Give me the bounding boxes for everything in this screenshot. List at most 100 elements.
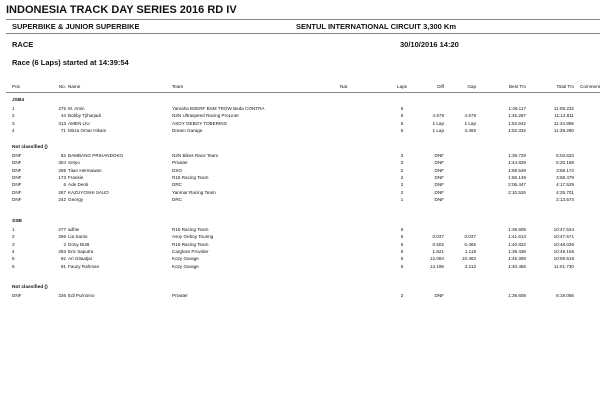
cell: 2: [12, 234, 15, 240]
cell: 4: [12, 248, 15, 254]
cell: 8:19.056: [556, 293, 574, 298]
event: SUPERBIKE & JUNIOR SUPERBIKE: [12, 22, 140, 31]
cell: 3: [12, 120, 15, 126]
cell: 4.465: [464, 127, 477, 133]
cell: 6: [400, 227, 404, 232]
cell: 10.463: [461, 256, 476, 262]
cell: 1:45.369: [508, 256, 526, 262]
cell: 0.465: [464, 241, 477, 247]
cell: 2:06.447: [508, 182, 526, 188]
cell: Privater: [172, 160, 188, 166]
cell: adhie: [68, 227, 80, 232]
cell: 92: [60, 256, 66, 262]
cell: Ade Deoti: [68, 182, 89, 188]
cell: 1: [12, 106, 15, 111]
cell: 3: [12, 241, 15, 247]
cell: N2N Bikes Race Team: [172, 153, 219, 158]
cell: 1: [400, 196, 404, 202]
cell: 11:39.280: [553, 127, 574, 133]
cell: 336: [58, 293, 66, 298]
cell: DNF: [434, 196, 444, 202]
cell: 1:40.822: [508, 241, 526, 247]
cell: 1:52.332: [508, 127, 526, 133]
cell: 1:39.905: [508, 227, 526, 232]
column-header: Name: [68, 84, 81, 89]
cell: DNF: [12, 174, 22, 180]
divider: [6, 92, 600, 93]
cell: DNF: [12, 160, 22, 166]
cell: 1:40.456: [508, 263, 526, 269]
cell: Lia Santo: [68, 234, 88, 240]
cell: DNF: [434, 160, 444, 166]
cell: 2: [400, 174, 404, 180]
cell: DNF: [434, 293, 444, 298]
cell: Cargloss Provider: [172, 248, 209, 254]
cell: N2N Ultraspeed Racing ProLiner: [172, 113, 239, 119]
cell: 5: [400, 127, 404, 133]
cell: 275: [58, 106, 66, 111]
cell: DNF: [12, 293, 22, 298]
cell: DRC: [172, 182, 182, 188]
cell: Bobby Tjiharjadi: [68, 113, 101, 119]
cell: R15 Racing Team: [172, 174, 209, 180]
cell: 2.112: [464, 263, 476, 269]
cell: 11:34.895: [553, 120, 574, 126]
cell: 4:25.701: [556, 189, 574, 195]
cell: Eric Saputra: [68, 248, 94, 254]
cell: DNF: [434, 182, 444, 188]
cell: 3:58.479: [556, 174, 574, 180]
cell: DNF: [12, 167, 22, 173]
cell: 1:39.438: [508, 248, 526, 254]
cell: Setyo: [68, 160, 80, 166]
cell: 285: [58, 167, 66, 173]
cell: 2: [400, 167, 404, 173]
cell: 173: [58, 174, 66, 180]
cell: 2: [400, 293, 404, 298]
cell: Frankie: [68, 174, 84, 180]
cell: DRC: [172, 196, 182, 202]
section-title: JSB4: [12, 98, 24, 103]
datetime: 30/10/2016 14:20: [400, 40, 459, 49]
cell: 2: [63, 241, 66, 247]
cell: 11:12.811: [554, 113, 574, 119]
cell: 14.196: [429, 263, 444, 269]
cell: 0.502: [432, 241, 445, 247]
cell: 0.037: [432, 234, 445, 240]
cell: 5: [400, 120, 404, 126]
cell: Kozy Garage: [172, 263, 199, 269]
cell: AMEN LIU: [68, 120, 90, 126]
cell: 1 Lap: [464, 120, 477, 126]
column-header: Laps: [397, 84, 407, 89]
cell: 3: [400, 160, 404, 166]
cell: 1 Lap: [432, 120, 445, 126]
cell: Titan Hermawan: [68, 167, 102, 173]
cell: 286: [58, 234, 66, 240]
session: RACE: [12, 40, 34, 49]
cell: 11:01.730: [553, 263, 574, 269]
cell: 1: [12, 227, 15, 232]
cell: 3:58.172: [556, 167, 574, 173]
cell: 2: [400, 182, 404, 188]
cell: 10:59.618: [553, 256, 574, 262]
cell: 5:20.168: [556, 160, 574, 166]
cell: 82: [60, 153, 66, 158]
cell: 2:10.526: [508, 189, 526, 195]
cell: Edi Purnomo: [68, 293, 95, 298]
section-title: SSB: [12, 219, 22, 224]
column-header: Gap: [467, 84, 476, 89]
cell: KAZUYOSHI SAUO: [68, 189, 109, 195]
cell: 4: [12, 127, 15, 133]
column-header: Comment: [580, 84, 600, 89]
column-header: No.: [58, 84, 66, 89]
cell: 4.579: [432, 113, 445, 119]
column-header: Nat: [340, 84, 348, 89]
cell: 10:47.571: [553, 234, 574, 240]
cell: 2: [400, 189, 404, 195]
section-title: Not classified (): [12, 145, 48, 150]
cell: Fauzy Rahman: [68, 263, 100, 269]
start-info: Race (6 Laps) started at 14:39:54: [12, 58, 129, 67]
section-title: Not classified (): [12, 285, 48, 290]
cell: 1:39.729: [508, 153, 526, 158]
cell: 1:58.549: [508, 167, 526, 173]
